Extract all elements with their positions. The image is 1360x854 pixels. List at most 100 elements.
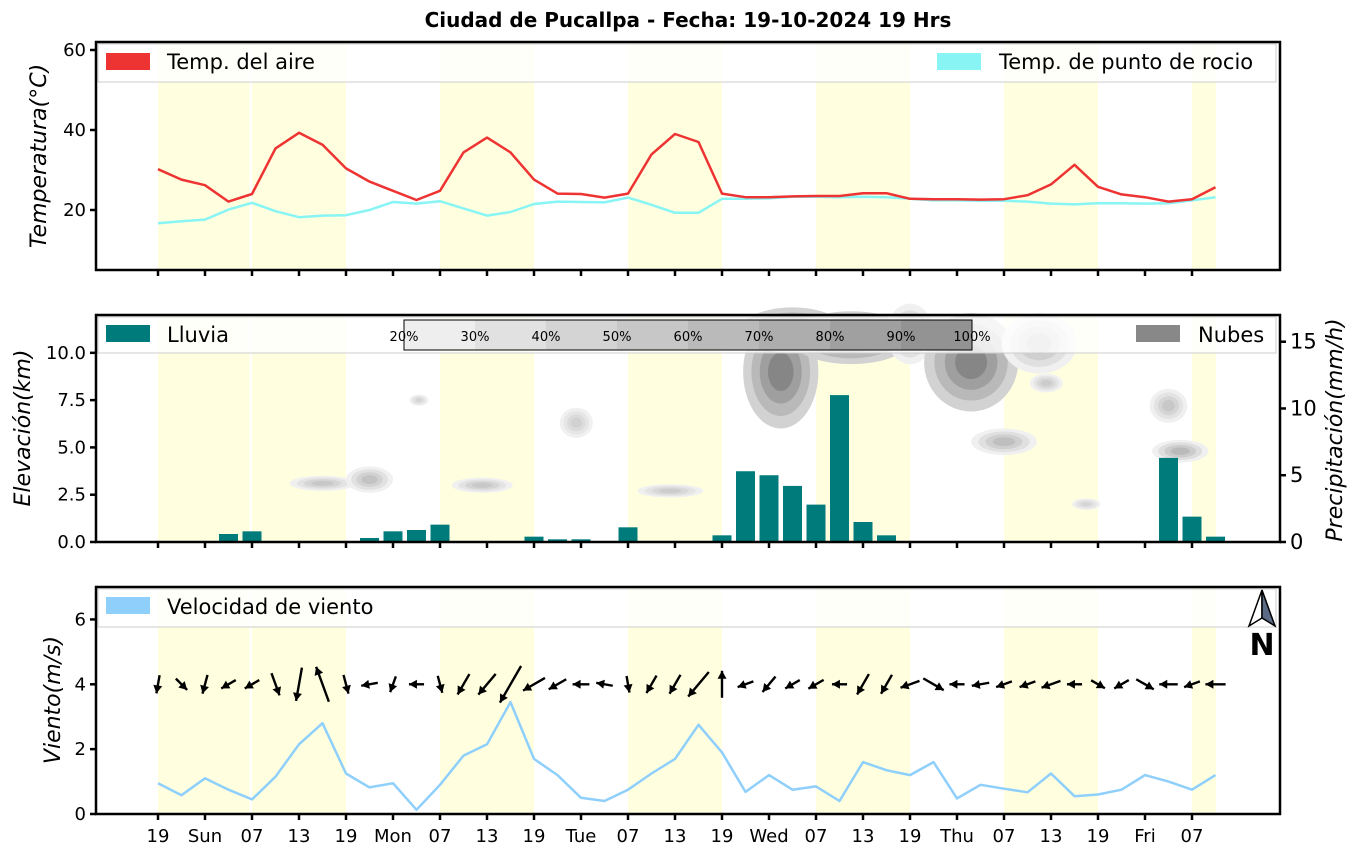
- y-tick-label-4: 10.0: [46, 343, 86, 364]
- wind-arrow-head-12: [435, 683, 445, 693]
- wind-arrow-head-38: [1041, 680, 1051, 690]
- x-tick-label-6: 07: [429, 826, 452, 847]
- rain-bar-20: [618, 527, 638, 542]
- wind-arrow-head-20: [623, 683, 633, 693]
- cloud-contour-13-3: [1040, 379, 1052, 387]
- colorbar-cell-3: [617, 320, 689, 350]
- x-tick-label-16: 19: [899, 826, 922, 847]
- temperature-y-label: Temperatura(°C): [27, 64, 52, 248]
- wind-arrow-head-44: [1184, 680, 1194, 689]
- wind-arrow-head-30: [857, 685, 865, 695]
- wind-arrow-head-32: [900, 680, 910, 690]
- cloud-contour-4-3: [570, 417, 582, 428]
- temperature-lines: [157, 131, 1217, 225]
- wind-x-ticks: 19 Sun 07 13 19 Mon 07 13 19 Tue 07 13 19 Wed 07 13 19 Th…: [147, 814, 1204, 847]
- legend-swatch-wind: [106, 597, 150, 614]
- rain-bar-17: [548, 539, 567, 542]
- rain-bar-44: [1182, 516, 1202, 542]
- wind-arrow-head-7: [314, 666, 324, 676]
- colorbar-label-8: 100%: [953, 330, 990, 345]
- legend-swatch-dew-point: [937, 53, 981, 70]
- elevation-y-label: Elevación(km): [11, 350, 36, 507]
- x-tick-label-22: 07: [1181, 826, 1204, 847]
- wind-arrow-head-42: [1144, 681, 1154, 690]
- wind-arrow-head-26: [762, 683, 772, 693]
- air-temp-line: [157, 131, 1217, 203]
- wind-arrow-head-6: [293, 692, 302, 701]
- wind-arrow-head-27: [785, 680, 795, 689]
- rain-bar-26: [759, 475, 779, 542]
- wind-axes-frame: [94, 585, 1282, 816]
- x-tick-label-18: 07: [993, 826, 1016, 847]
- rain-bar-10: [383, 531, 403, 542]
- y2-tick-label-2: 10: [1290, 396, 1317, 420]
- y-tick-label-0: 20: [63, 200, 86, 221]
- wind-arrow-head-0: [153, 684, 163, 694]
- rain-bars: [219, 395, 1225, 542]
- wind-arrow-head-22: [669, 684, 678, 694]
- precipitation-y-label: Precipitación(mm/h): [1323, 318, 1348, 541]
- colorbar-label-6: 80%: [816, 330, 845, 345]
- y2-tick-label-3: 15: [1290, 330, 1317, 354]
- wind-arrow-head-28: [808, 680, 818, 689]
- rain-bar-29: [830, 395, 849, 542]
- rain-bar-9: [360, 537, 379, 542]
- colorbar-frame: [403, 319, 973, 351]
- colorbar-label-3: 50%: [603, 330, 632, 345]
- y-tick-label-3: 6: [75, 609, 86, 630]
- wind-arrow-head-18: [572, 679, 581, 689]
- wind-arrow-head-11: [408, 679, 417, 689]
- x-tick-label-17: Thu: [939, 826, 974, 847]
- x-tick-label-11: 13: [664, 826, 687, 847]
- rain-bar-30: [853, 521, 873, 542]
- cloud-contour-0-3: [311, 480, 334, 486]
- cloud-contour-10-3: [955, 345, 988, 380]
- y2-tick-label-1: 5: [1290, 463, 1303, 487]
- wind-arrow-head-35: [971, 679, 981, 689]
- wind-arrow-head-40: [1095, 680, 1105, 689]
- temperature-axes-frame: [94, 40, 1282, 272]
- rain-bar-24: [712, 535, 732, 542]
- precipitation-axes-frame: [94, 313, 1282, 544]
- x-tick-label-10: 07: [617, 826, 640, 847]
- y-tick-label-1: 2: [75, 739, 86, 760]
- wind-arrow-head-8: [342, 684, 351, 694]
- wind-y-label: Viento(m/s): [41, 636, 66, 764]
- y-tick-label-2: 5.0: [57, 437, 86, 458]
- x-tick-label-0: 19: [147, 826, 170, 847]
- wind-direction-arrows: [153, 665, 1226, 704]
- legend-label-clouds: Nubes: [1198, 323, 1264, 347]
- x-tick-label-12: 19: [711, 826, 734, 847]
- north-arrow-icon: N: [1247, 589, 1277, 663]
- rain-bar-25: [736, 471, 755, 542]
- y-tick-label-1: 40: [63, 120, 86, 141]
- colorbar-label-1: 30%: [461, 330, 490, 345]
- wind-arrow-head-1: [178, 681, 188, 690]
- wind-arrow-head-9: [361, 679, 370, 689]
- rain-bar-43: [1159, 457, 1178, 542]
- wind-arrow-head-37: [1019, 680, 1029, 689]
- x-tick-label-9: Tue: [565, 826, 597, 847]
- wind-arrow-head-45: [1205, 679, 1214, 689]
- legend-swatch-rain: [106, 325, 150, 342]
- rain-bar-3: [219, 533, 238, 542]
- wind-arrow-head-3: [221, 680, 231, 689]
- x-tick-label-15: 13: [852, 826, 875, 847]
- colorbar-cell-6: [830, 320, 902, 350]
- colorbar-cell-0: [404, 320, 476, 350]
- cloud-contour-3-3: [471, 482, 493, 488]
- temperature-y-ticks: 20 40 60: [63, 40, 96, 221]
- legend-label-dew-point: Temp. de punto de rocio: [998, 50, 1253, 74]
- wind-arrow-head-15: [499, 693, 508, 703]
- x-tick-label-8: 19: [523, 826, 546, 847]
- dew-point-line: [157, 195, 1216, 225]
- legend-label-wind: Velocidad de viento: [167, 595, 373, 619]
- y2-tick-label-0: 0: [1290, 530, 1303, 554]
- wind-arrow-head-23: [688, 687, 697, 697]
- cloud-contour-5-3: [659, 488, 682, 494]
- x-tick-label-3: 13: [288, 826, 311, 847]
- wind-arrow-head-25: [737, 680, 747, 689]
- cloud-contour-1-3: [361, 475, 378, 485]
- rain-bar-4: [242, 531, 262, 542]
